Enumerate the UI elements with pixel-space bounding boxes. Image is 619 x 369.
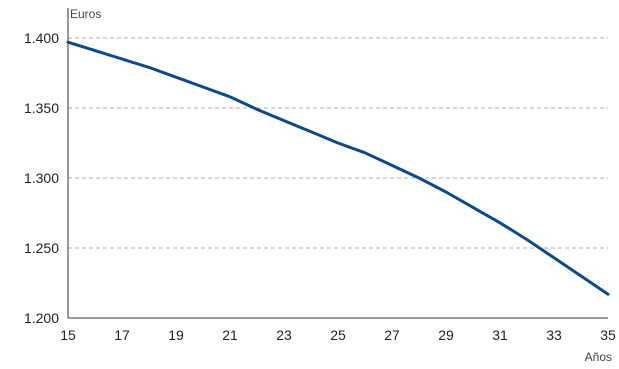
y-tick-label: 1.200 (24, 310, 59, 326)
axis-layer (67, 8, 608, 319)
y-tick-labels: 1.200 1.250 1.300 1.350 1.400 (24, 30, 59, 326)
y-axis-unit-label: Euros (70, 7, 101, 21)
x-tick-label: 35 (600, 327, 616, 343)
y-tick-label: 1.250 (24, 240, 59, 256)
x-tick-label: 23 (276, 327, 292, 343)
x-tick-label: 25 (330, 327, 346, 343)
y-tick-label: 1.300 (24, 170, 59, 186)
grid-layer (68, 37, 608, 249)
x-tick-label: 21 (222, 327, 238, 343)
x-axis-title: Años (585, 350, 612, 364)
x-tick-label: 29 (438, 327, 454, 343)
x-tick-labels: 15 17 19 21 23 25 27 29 31 33 35 (60, 327, 616, 343)
y-tick-label: 1.350 (24, 100, 59, 116)
x-tick-label: 17 (114, 327, 130, 343)
x-tick-label: 27 (384, 327, 400, 343)
x-tick-label: 19 (168, 327, 184, 343)
x-tick-label: 33 (546, 327, 562, 343)
series-layer (66, 40, 610, 296)
y-tick-label: 1.400 (24, 30, 59, 46)
x-tick-label: 15 (60, 327, 76, 343)
x-tick-label: 31 (492, 327, 508, 343)
series-line (66, 40, 610, 296)
